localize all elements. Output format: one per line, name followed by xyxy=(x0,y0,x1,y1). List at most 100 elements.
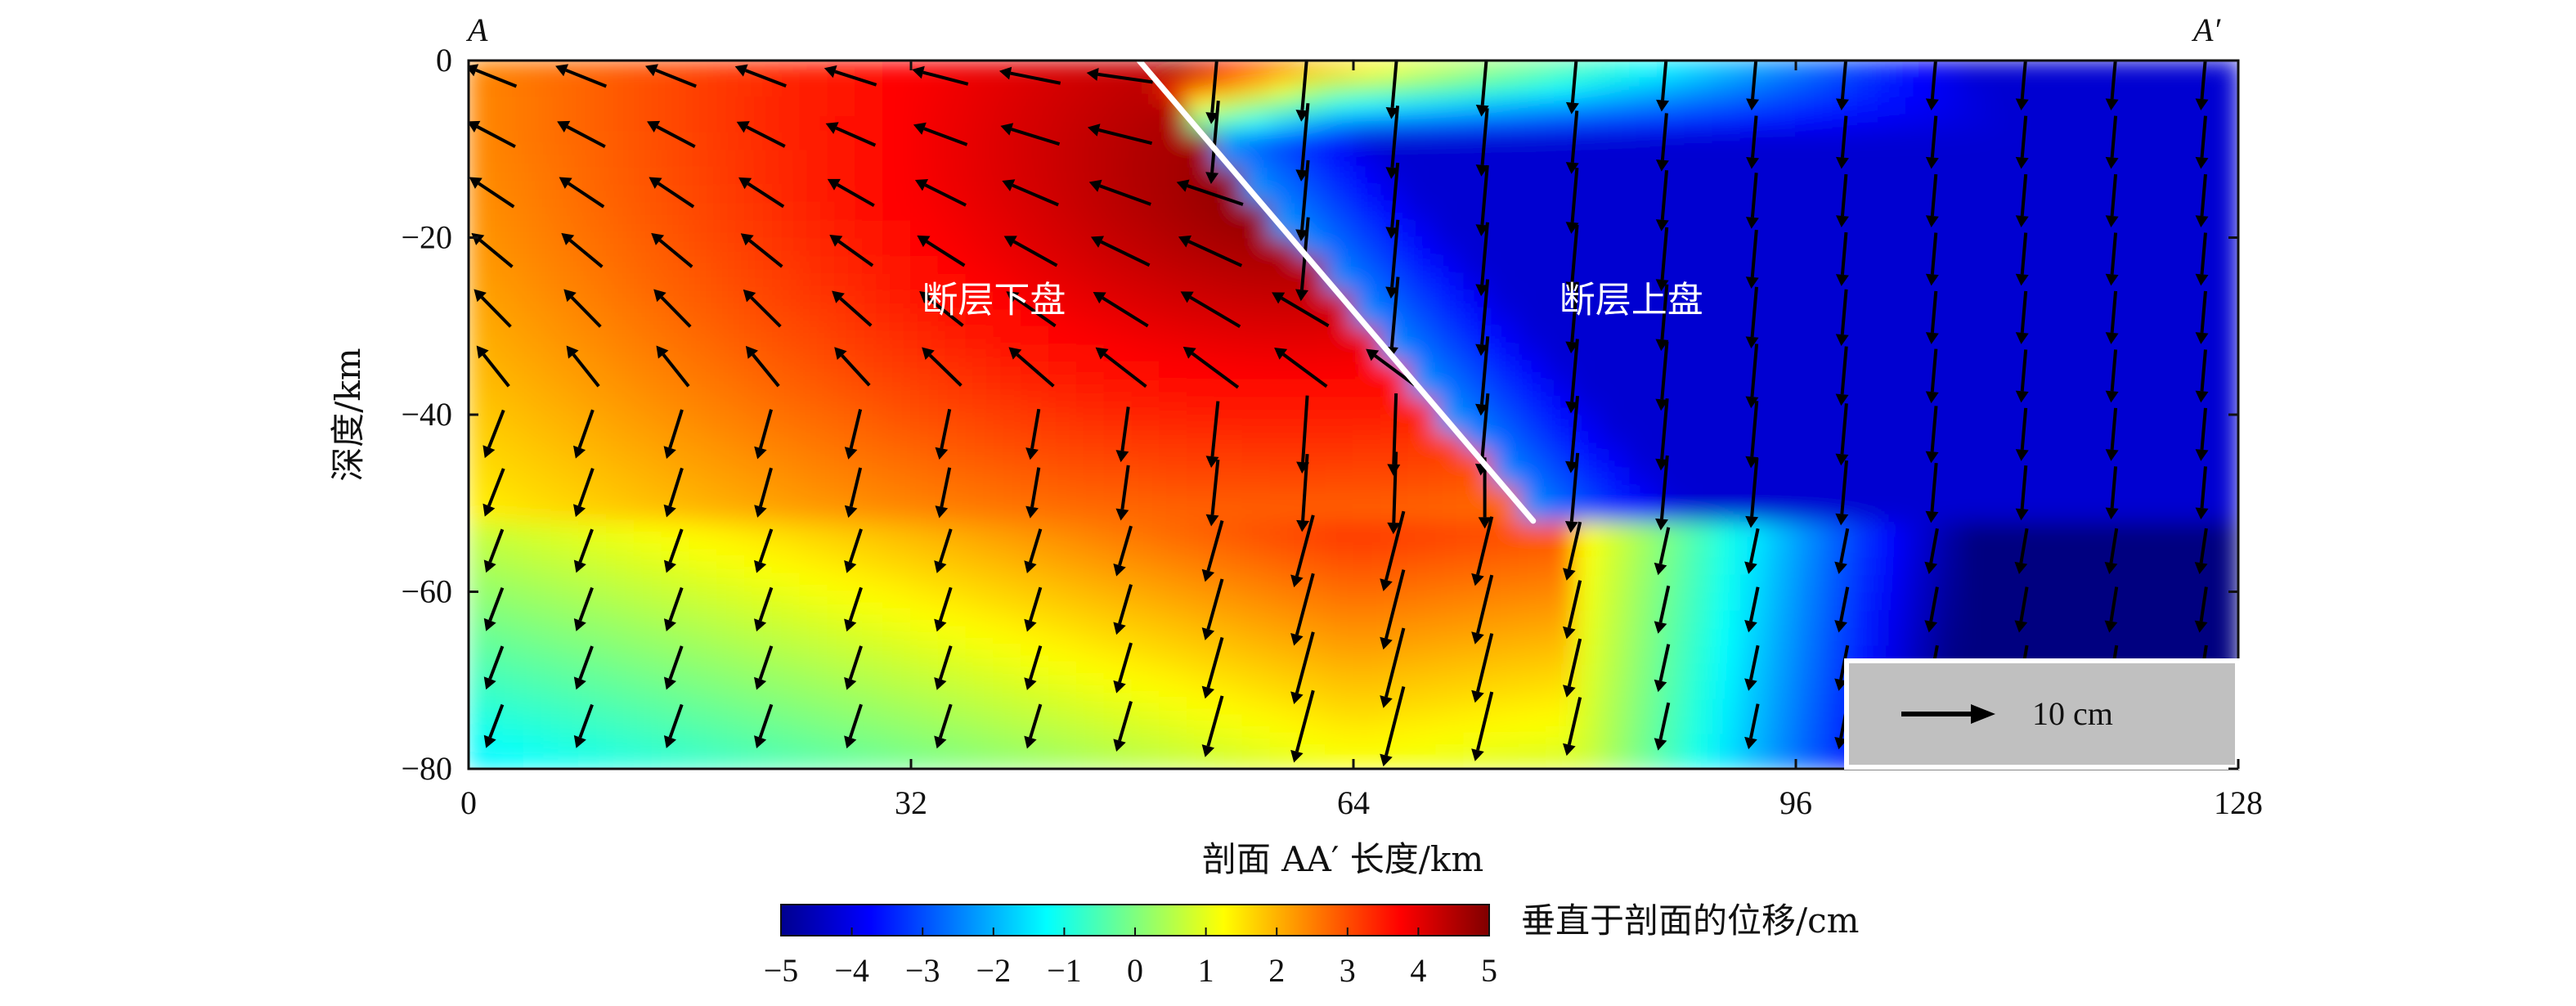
heatmap-cell xyxy=(965,130,995,150)
heatmap-cell xyxy=(2210,165,2238,186)
heatmap-cell xyxy=(661,308,691,327)
heatmap-cell xyxy=(2182,502,2212,522)
displacement-vector xyxy=(573,409,595,459)
displacement-vector xyxy=(1563,638,1582,698)
heatmap-cell xyxy=(578,679,608,699)
heatmap-cell xyxy=(2210,61,2238,79)
heatmap-cell xyxy=(1629,308,1658,327)
heatmap-cell xyxy=(2016,414,2046,433)
heatmap-cell xyxy=(2126,272,2156,292)
heatmap-cell xyxy=(1822,183,1852,204)
displacement-vector xyxy=(2105,232,2119,286)
heatmap-cell xyxy=(606,77,635,97)
heatmap-cell xyxy=(661,254,691,274)
heatmap-cell xyxy=(469,396,497,415)
heatmap-cell xyxy=(1075,378,1106,398)
heatmap-cell xyxy=(495,112,525,132)
heatmap-cell xyxy=(744,272,774,292)
heatmap-cell xyxy=(1269,130,1299,150)
heatmap-cell xyxy=(2154,95,2184,115)
heatmap-cell xyxy=(1795,61,1824,79)
heatmap-cell xyxy=(965,254,995,274)
heatmap-cell xyxy=(716,732,747,752)
heatmap-cell xyxy=(1518,750,1548,769)
heatmap-cell xyxy=(1601,626,1631,646)
displacement-vector xyxy=(999,66,1061,85)
heatmap-cell xyxy=(1435,555,1465,575)
heatmap-cell xyxy=(1048,308,1078,327)
heatmap-cell xyxy=(1241,308,1272,327)
heatmap-cell xyxy=(550,537,581,558)
heatmap-cell xyxy=(1905,502,1936,522)
heatmap-cell xyxy=(993,254,1023,274)
heatmap-cell xyxy=(882,466,912,487)
heatmap-cell xyxy=(2154,519,2184,540)
heatmap-cell xyxy=(1297,732,1327,752)
heatmap-cell xyxy=(2154,537,2184,558)
x-tick-label: 32 xyxy=(895,784,927,821)
heatmap-cell xyxy=(2154,130,2184,150)
heatmap-cell xyxy=(716,254,747,274)
heatmap-cell xyxy=(1878,272,1908,292)
heatmap-cell xyxy=(1546,201,1576,221)
heatmap-cell xyxy=(1573,183,1604,204)
heatmap-cell xyxy=(606,449,635,469)
displacement-vector xyxy=(1090,236,1151,267)
heatmap-cell xyxy=(2182,343,2212,363)
heatmap-cell xyxy=(2154,165,2184,186)
heatmap-cell xyxy=(2154,591,2184,611)
displacement-vector xyxy=(573,528,594,573)
heatmap-cell xyxy=(1573,715,1604,734)
heatmap-cell xyxy=(1546,112,1576,132)
heatmap-cell xyxy=(910,378,940,398)
heatmap-cell xyxy=(523,502,553,522)
displacement-vector xyxy=(482,409,505,459)
heatmap-cell xyxy=(1933,272,1963,292)
heatmap-cell xyxy=(1933,609,1963,628)
heatmap-cell xyxy=(1546,662,1576,681)
heatmap-cell xyxy=(550,272,581,292)
displacement-vector xyxy=(2015,465,2029,521)
heatmap-cell xyxy=(799,626,829,646)
displacement-vector xyxy=(1380,510,1406,591)
heatmap-cell xyxy=(1629,183,1658,204)
heatmap-cell xyxy=(1353,537,1382,558)
heatmap-cell xyxy=(937,396,967,415)
heatmap-cell xyxy=(1684,591,1714,611)
heatmap-cell xyxy=(1795,750,1824,769)
heatmap-cell xyxy=(716,626,747,646)
heatmap-cell xyxy=(799,519,829,540)
colorbar-tick-label: −1 xyxy=(1047,952,1082,989)
heatmap-cell xyxy=(1269,61,1299,79)
heatmap-cell xyxy=(716,537,747,558)
heatmap-cell xyxy=(965,236,995,257)
heatmap-cell xyxy=(2071,165,2101,186)
heatmap-cell xyxy=(1960,148,1990,168)
heatmap-cell xyxy=(1214,343,1244,363)
heatmap-cell xyxy=(1048,573,1078,593)
displacement-vector xyxy=(1925,462,1939,523)
heatmap-cell xyxy=(1684,396,1714,415)
displacement-vector xyxy=(2104,528,2119,575)
heatmap-cell xyxy=(744,95,774,115)
displacement-vector xyxy=(824,65,877,87)
heatmap-cell xyxy=(882,449,912,469)
heatmap-cell xyxy=(993,750,1023,769)
heatmap-cell xyxy=(633,732,663,752)
heatmap-cell xyxy=(1878,502,1908,522)
heatmap-cell xyxy=(1325,431,1354,451)
heatmap-cell xyxy=(1767,290,1797,310)
heatmap-cell xyxy=(1960,218,1990,239)
heatmap-cell xyxy=(1241,573,1272,593)
heatmap-cell xyxy=(1491,343,1520,363)
displacement-vector xyxy=(2105,115,2119,169)
heatmap-cell xyxy=(965,573,995,593)
heatmap-cell xyxy=(1021,609,1051,628)
heatmap-cell xyxy=(1075,644,1106,664)
x-tick-label: 96 xyxy=(1779,784,1812,821)
heatmap-cell xyxy=(716,679,747,699)
heatmap-cell xyxy=(2016,396,2046,415)
heatmap-cell xyxy=(1131,112,1161,132)
heatmap-cell xyxy=(1075,732,1106,752)
heatmap-cell xyxy=(1159,697,1189,717)
